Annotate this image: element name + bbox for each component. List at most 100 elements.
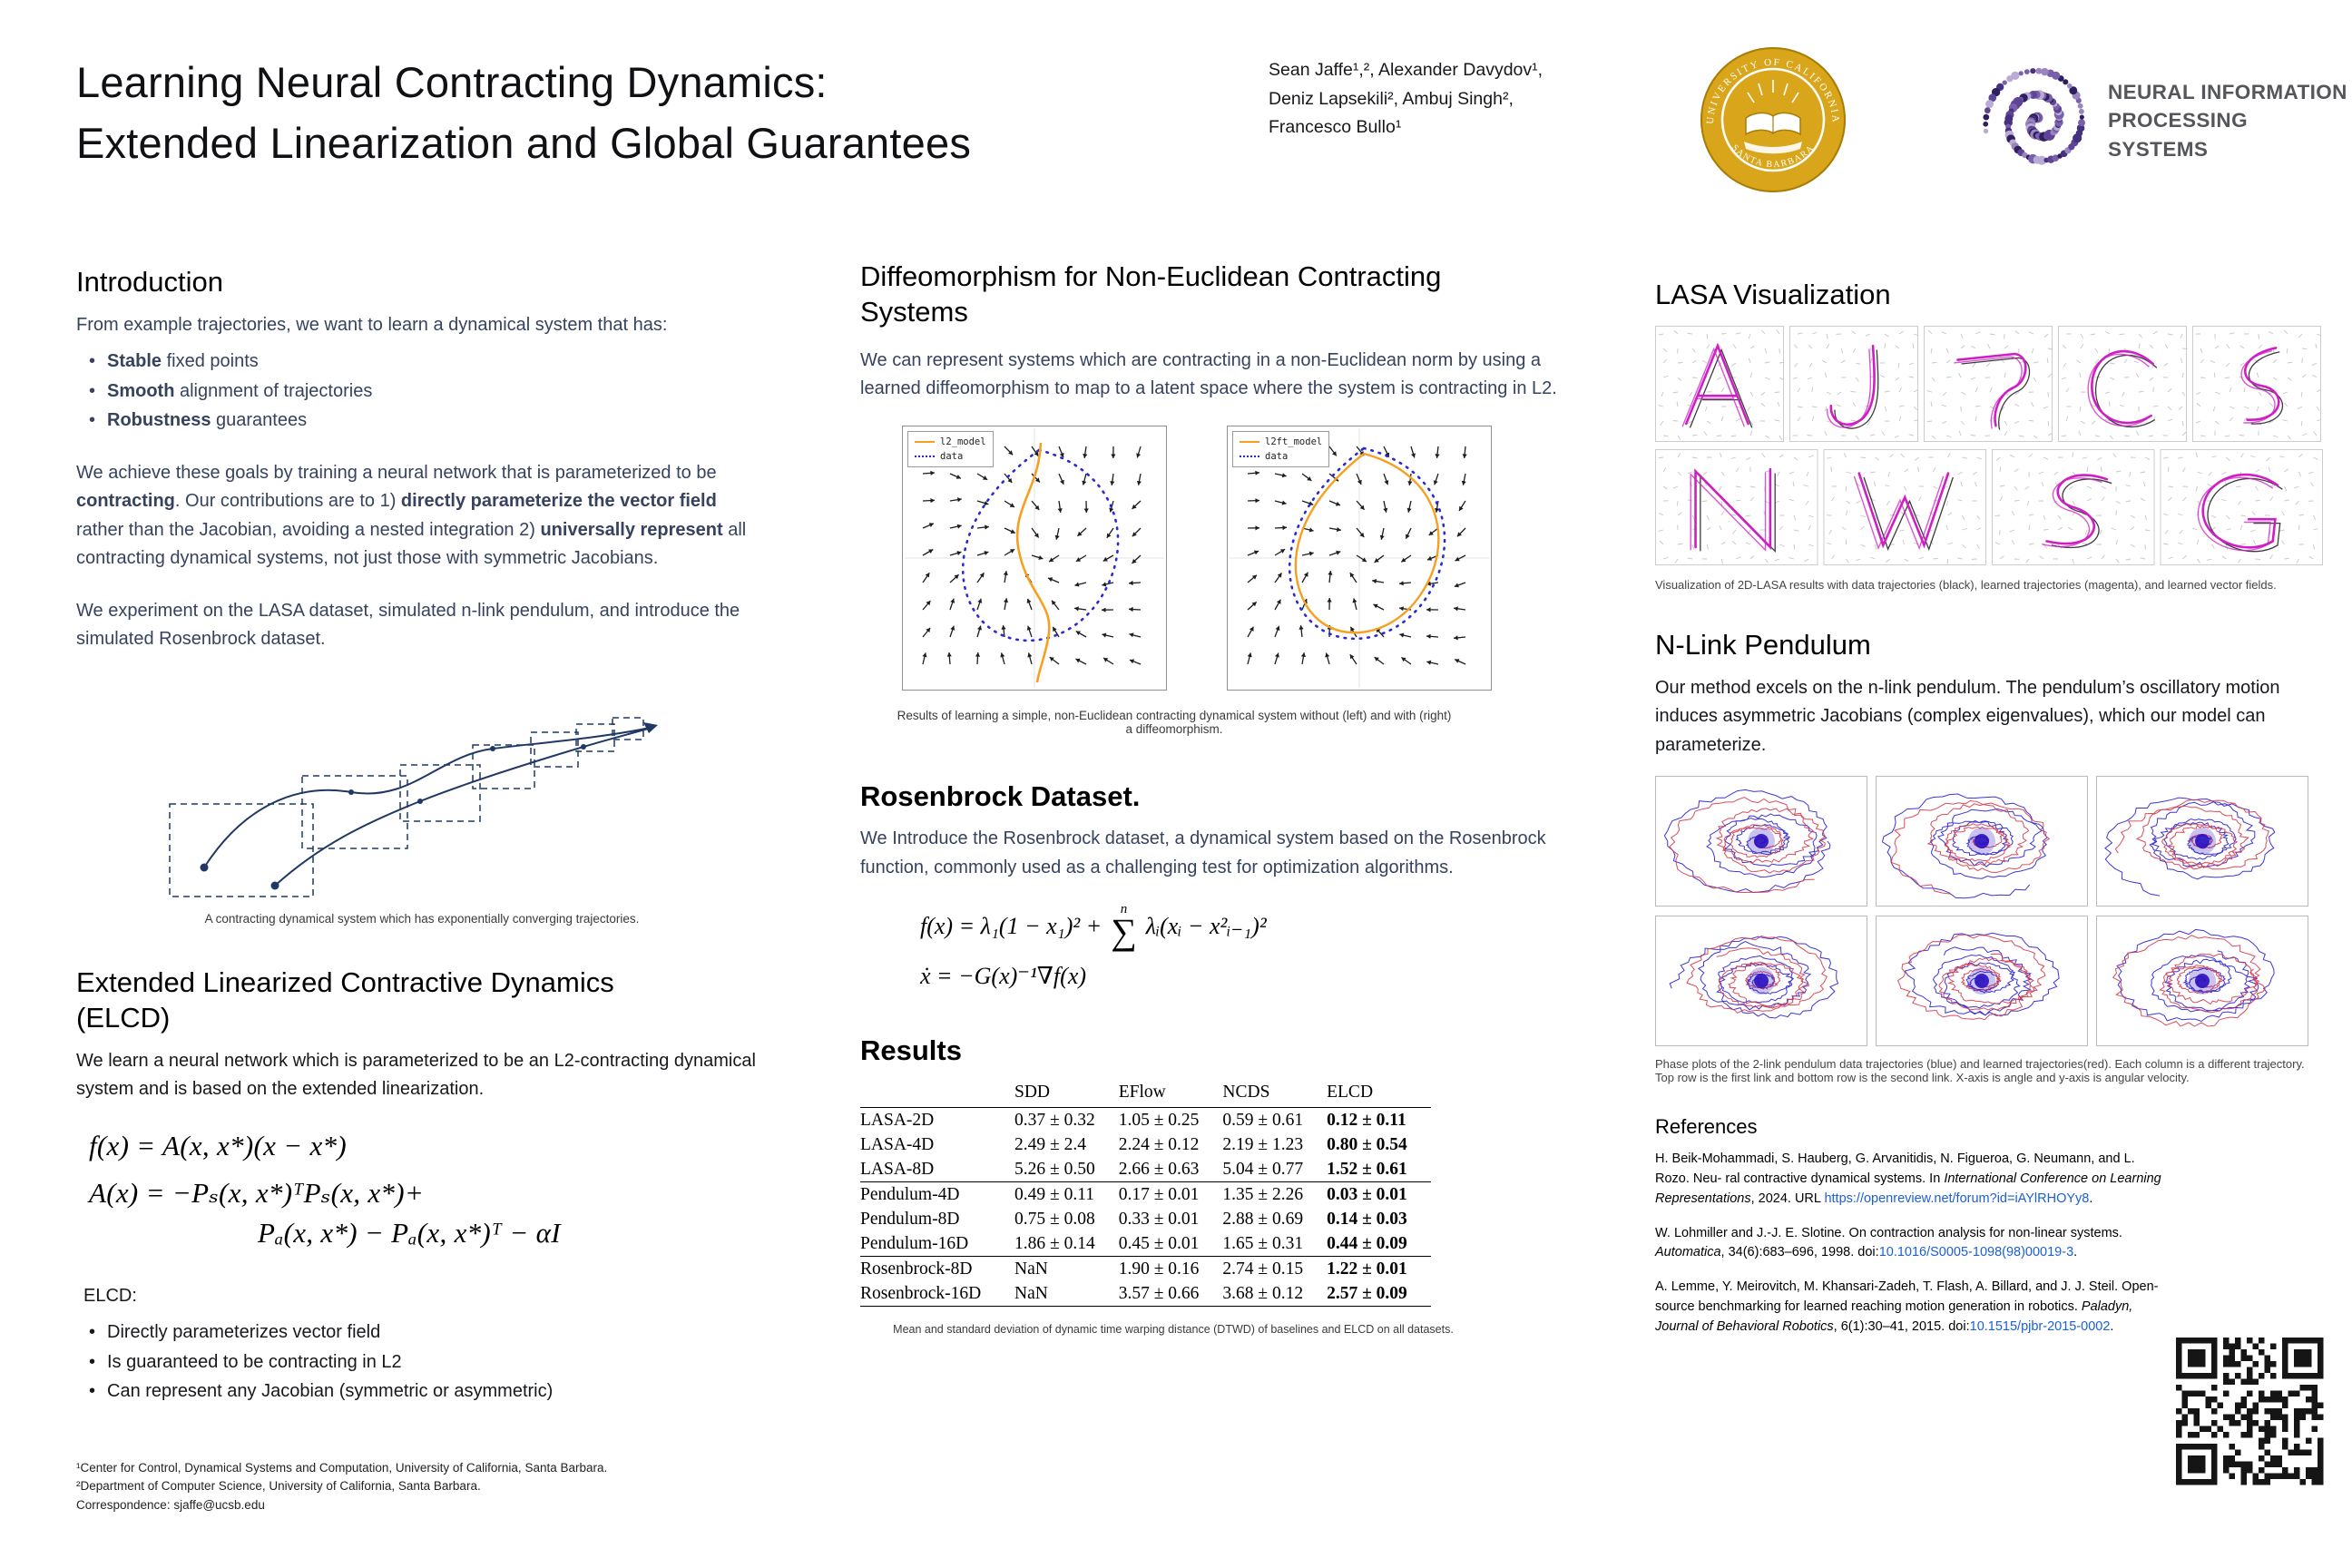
elcd-body: We learn a neural network which is param… — [76, 1050, 756, 1100]
model-line-swatch — [1240, 440, 1259, 443]
reference-link[interactable]: 10.1016/S0005-1098(98)00019-3 — [1878, 1245, 2074, 1260]
section-heading-rosenbrock: Rosenbrock Dataset. — [860, 779, 1141, 812]
diffeo-figure: l2_model data l2ft_model data — [902, 425, 1570, 691]
ref-text: , 2024. URL — [1750, 1191, 1825, 1206]
rosenbrock-equation-2: ẋ = −G(x)⁻¹∇f(x) — [920, 962, 1087, 989]
table-row: LASA-4D 2.49 ± 2.4 2.24 ± 0.12 2.19 ± 1.… — [860, 1132, 1431, 1157]
results-cell: 1.86 ± 0.14 — [1014, 1233, 1095, 1253]
summation-symbol: n ∑ — [1111, 902, 1137, 950]
column-header: SDD — [1014, 1081, 1119, 1109]
column-header: ELCD — [1327, 1081, 1431, 1109]
results-cell: 1.22 ± 0.01 — [1327, 1256, 1431, 1282]
qr-code — [2176, 1338, 2324, 1490]
lasa-figure — [1655, 325, 2323, 565]
results-cell: 0.03 ± 0.01 — [1327, 1181, 1431, 1208]
seal-rays-icon — [1747, 80, 1799, 103]
authors-line: Francesco Bullo¹ — [1269, 117, 1402, 138]
neurips-wordmark-line: NEURAL INFORMATION — [2107, 80, 2347, 103]
reference-link[interactable]: 10.1515/pjbr-2015-0002 — [1969, 1318, 2111, 1334]
legend-row: data — [915, 449, 986, 464]
footnote-line: Correspondence: sjaffe@ucsb.edu — [76, 1498, 265, 1513]
qr-code-icon — [2176, 1338, 2324, 1485]
table-row: LASA-2D 0.37 ± 0.32 1.05 ± 0.25 0.59 ± 0… — [860, 1108, 1431, 1133]
ref-venue: Automatica — [1655, 1245, 1721, 1260]
reference-link[interactable]: https://openreview.net/forum?id=iAYlRHOY… — [1824, 1191, 2090, 1206]
data-line-swatch — [1240, 456, 1259, 458]
results-cell: LASA-4D — [860, 1134, 935, 1154]
neurips-wordmark: NEURAL INFORMATION PROCESSING SYSTEMS — [2108, 78, 2352, 164]
results-cell: 2.57 ± 0.09 — [1327, 1281, 1431, 1308]
results-cell: 1.35 ± 2.26 — [1222, 1181, 1328, 1208]
reference-item: A. Lemme, Y. Meirovitch, M. Khansari-Zad… — [1655, 1278, 2163, 1337]
plot-legend: l2_model data — [907, 430, 994, 468]
column-header: EFlow — [1118, 1081, 1223, 1109]
bold-run: universally represent — [540, 519, 723, 540]
model-trajectory — [1015, 442, 1051, 682]
table-row: Rosenbrock-16D NaN 3.57 ± 0.66 3.68 ± 0.… — [860, 1281, 1431, 1308]
lasa-caption: Visualization of 2D-LASA results with da… — [1655, 577, 2277, 592]
diffeo-caption: Results of learning a simple, non-Euclid… — [897, 708, 1452, 736]
elcd-equation-1: f(x) = A(x, x*)(x − x*) — [89, 1129, 347, 1161]
bullet-bold: Stable — [107, 351, 162, 372]
ref-text: . — [2110, 1318, 2114, 1334]
pendulum-figure — [1655, 776, 2308, 1047]
table-row: Rosenbrock-8D NaN 1.90 ± 0.16 2.74 ± 0.1… — [860, 1256, 1431, 1282]
legend-row: data — [1240, 449, 1322, 464]
bold-run: directly parameterize the vector field — [400, 491, 717, 512]
footnotes: ¹Center for Control, Dynamical Systems a… — [76, 1459, 768, 1516]
intro-para-datasets: We experiment on the LASA dataset, simul… — [76, 600, 740, 650]
reference-item: H. Beik-Mohammadi, S. Hauberg, G. Arvani… — [1655, 1150, 2163, 1209]
results-cell: 2.24 ± 0.12 — [1118, 1134, 1200, 1154]
results-cell: NaN — [1014, 1281, 1119, 1308]
results-cell: 5.04 ± 0.77 — [1222, 1159, 1304, 1179]
text-run: . Our contributions are to 1) — [174, 491, 401, 512]
ref-venue: Paladyn, Journal of Behavioral Robotics — [1655, 1298, 2133, 1334]
poster-title-line1: Learning Neural Contracting Dynamics: — [76, 58, 828, 106]
reference-item: W. Lohmiller and J.-J. E. Slotine. On co… — [1655, 1224, 2163, 1264]
intro-bullet-list: Stable fixed points Smooth alignment of … — [83, 347, 768, 436]
legend-label: l2ft_model — [1265, 436, 1323, 447]
results-cell: Pendulum-4D — [860, 1181, 1014, 1208]
results-cell: 0.59 ± 0.61 — [1222, 1110, 1304, 1130]
results-cell: 0.17 ± 0.01 — [1118, 1181, 1223, 1208]
authors-block: Sean Jaffe¹,², Alexander Davydov¹, Deniz… — [1269, 56, 1543, 142]
bullet-bold: Smooth — [107, 380, 175, 401]
results-cell: 0.45 ± 0.01 — [1118, 1233, 1200, 1253]
contracting-system-figure: A contracting dynamical system which has… — [76, 681, 768, 926]
authors-line: Deniz Lapsekili², Ambuj Singh², — [1269, 88, 1514, 109]
results-cell: 2.19 ± 1.23 — [1222, 1134, 1304, 1154]
results-cell: 0.49 ± 0.11 — [1014, 1181, 1119, 1208]
results-cell: Rosenbrock-16D — [860, 1281, 1014, 1308]
results-cell: LASA-2D — [860, 1110, 935, 1130]
pendulum-body: Our method excels on the n-link pendulum… — [1655, 677, 2280, 755]
table-row: Pendulum-4D 0.49 ± 0.11 0.17 ± 0.01 1.35… — [860, 1181, 1431, 1208]
legend-row: l2ft_model — [1240, 435, 1322, 449]
table-row: Pendulum-16D 1.86 ± 0.14 0.45 ± 0.01 1.6… — [860, 1231, 1431, 1257]
data-trajectory — [1288, 446, 1446, 640]
rosenbrock-equation-1: f(x) = λ₁(1 − x₁)² + n ∑ λᵢ(xᵢ − x²ᵢ₋₁)² — [920, 902, 1570, 950]
model-trajectory — [1294, 452, 1440, 634]
figure-caption: A contracting dynamical system which has… — [204, 912, 640, 926]
results-cell: 0.44 ± 0.09 — [1327, 1233, 1407, 1253]
model-line-swatch — [915, 440, 935, 443]
bullet-item: Robustness guarantees — [83, 406, 768, 436]
results-cell: NaN — [1014, 1256, 1119, 1282]
eq-part: λᵢ(xᵢ − x²ᵢ₋₁)² — [1145, 912, 1267, 939]
ref-venue: International Conference on Learning Rep… — [1655, 1171, 2161, 1206]
neurips-dots-icon — [1983, 67, 2086, 165]
results-table: SDD EFlow NCDS ELCD LASA-2D 0.37 ± 0.32 … — [860, 1081, 1431, 1308]
results-cell: 0.75 ± 0.08 — [1014, 1209, 1095, 1229]
table-header-row: SDD EFlow NCDS ELCD — [860, 1081, 1431, 1109]
results-cell: 0.14 ± 0.03 — [1327, 1209, 1407, 1229]
poster-title-line2: Extended Linearization and Global Guaran… — [76, 118, 972, 167]
bullet-item: Smooth alignment of trajectories — [83, 377, 768, 407]
bullet-item: Stable fixed points — [83, 347, 768, 377]
bullet-item: Can represent any Jacobian (symmetric or… — [83, 1377, 768, 1406]
neurips-wordmark-line: PROCESSING SYSTEMS — [2107, 109, 2248, 161]
ref-text: . — [2073, 1245, 2078, 1260]
column-header: NCDS — [1222, 1081, 1328, 1109]
ref-text: , 6(1):30–41, 2015. doi: — [1833, 1318, 1970, 1334]
table-row: LASA-8D 5.26 ± 0.50 2.66 ± 0.63 5.04 ± 0… — [860, 1157, 1431, 1182]
legend-label: data — [940, 450, 964, 462]
results-cell: 2.49 ± 2.4 — [1014, 1134, 1086, 1154]
